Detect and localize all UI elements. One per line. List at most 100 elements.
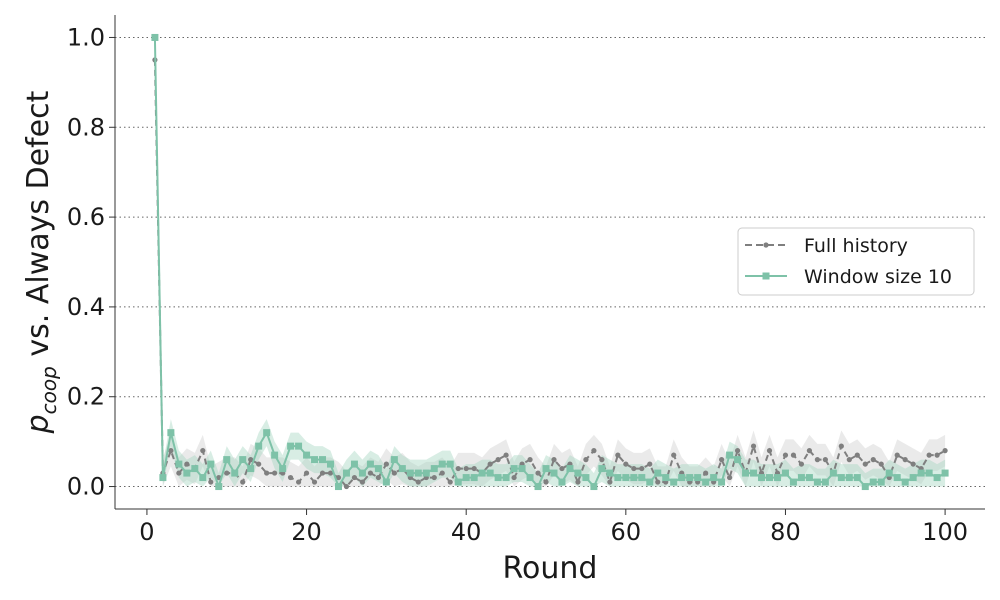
- data-point-1-49: [542, 465, 550, 473]
- data-point-0-28: [375, 474, 381, 481]
- data-point-1-13: [255, 442, 263, 450]
- y-axis-title-var: p: [21, 414, 56, 434]
- data-point-0-54: [583, 457, 589, 463]
- y-tick-label-2: 0.4: [67, 293, 105, 321]
- data-point-1-23: [334, 483, 342, 491]
- data-point-1-6: [199, 474, 207, 482]
- data-point-1-42: [486, 469, 494, 477]
- data-point-0-79: [782, 452, 789, 458]
- data-point-1-59: [622, 474, 630, 482]
- data-point-1-29: [382, 478, 390, 486]
- data-point-0-94: [902, 457, 908, 463]
- data-point-1-39: [462, 474, 470, 482]
- x-tick-label-0: 0: [139, 518, 154, 546]
- data-point-1-91: [877, 478, 885, 486]
- data-point-1-41: [478, 469, 486, 477]
- legend-label-full-history: Full history: [804, 235, 908, 257]
- data-point-0-17: [287, 474, 294, 481]
- data-point-1-64: [662, 474, 670, 482]
- data-point-0-97: [926, 452, 932, 458]
- data-point-0-15: [272, 470, 278, 476]
- data-point-1-44: [502, 474, 510, 482]
- data-point-1-15: [271, 451, 279, 459]
- data-point-1-27: [366, 460, 374, 468]
- series-line-1: [153, 37, 946, 490]
- data-point-0-72: [726, 474, 733, 481]
- data-point-0-21: [319, 470, 326, 476]
- data-point-0-95: [910, 461, 916, 467]
- data-point-0-83: [814, 457, 820, 463]
- data-point-1-18: [295, 442, 303, 450]
- data-point-1-20: [311, 456, 319, 464]
- data-point-1-74: [742, 469, 750, 477]
- data-point-0-30: [391, 470, 397, 476]
- data-point-1-11: [239, 456, 247, 464]
- data-point-0-44: [503, 452, 509, 458]
- data-point-0-60: [631, 465, 637, 472]
- data-point-0-47: [527, 457, 533, 463]
- data-point-1-47: [526, 474, 534, 482]
- x-tick-label-1: 20: [291, 518, 322, 546]
- data-point-0-11: [240, 479, 246, 485]
- data-point-1-26: [358, 469, 366, 477]
- x-axis-title: Round: [503, 551, 598, 586]
- data-point-1-50: [550, 469, 558, 477]
- data-point-1-66: [678, 474, 686, 482]
- data-point-0-87: [846, 457, 852, 463]
- data-point-0-57: [607, 479, 613, 485]
- data-point-1-94: [901, 478, 909, 486]
- data-point-1-14: [263, 429, 271, 437]
- data-point-0-90: [870, 457, 876, 463]
- data-point-0-75: [750, 443, 757, 449]
- data-point-0-86: [838, 443, 844, 449]
- data-point-0-51: [559, 465, 565, 472]
- x-tick-label-3: 60: [611, 518, 642, 546]
- data-point-1-69: [702, 478, 710, 486]
- data-point-0-24: [343, 483, 350, 490]
- data-point-1-76: [758, 474, 766, 482]
- data-point-1-1: [159, 474, 167, 482]
- data-point-1-83: [813, 478, 821, 486]
- data-point-0-2: [168, 448, 174, 454]
- data-point-1-4: [183, 469, 191, 477]
- data-point-1-89: [861, 483, 869, 491]
- data-point-1-82: [805, 474, 813, 482]
- data-point-1-88: [853, 474, 861, 482]
- data-point-1-32: [406, 469, 414, 477]
- data-point-0-84: [822, 457, 828, 463]
- data-point-1-58: [614, 474, 622, 482]
- y-tick-label-5: 1.0: [67, 23, 105, 51]
- data-point-0-33: [415, 479, 421, 485]
- data-point-1-79: [781, 469, 789, 477]
- data-point-0-81: [798, 461, 805, 467]
- data-point-0-6: [200, 448, 206, 454]
- data-point-0-93: [894, 452, 900, 458]
- data-point-1-84: [821, 478, 829, 486]
- data-point-1-99: [941, 469, 949, 477]
- data-point-1-80: [789, 478, 797, 486]
- data-point-0-39: [463, 465, 469, 472]
- data-point-1-86: [837, 474, 845, 482]
- data-point-0-77: [766, 448, 773, 454]
- data-point-1-52: [566, 465, 574, 473]
- data-point-1-73: [734, 456, 742, 464]
- legend-label-window-size: Window size 10: [804, 266, 952, 288]
- data-point-1-87: [845, 474, 853, 482]
- x-tick-label-4: 80: [770, 518, 801, 546]
- data-point-0-49: [543, 479, 549, 485]
- data-point-0-98: [934, 452, 940, 458]
- data-point-1-21: [319, 456, 327, 464]
- data-point-1-31: [398, 465, 406, 473]
- data-point-1-85: [829, 469, 837, 477]
- data-point-0-71: [719, 457, 725, 463]
- data-point-0-65: [671, 452, 677, 458]
- data-point-1-57: [606, 469, 614, 477]
- data-point-0-12: [248, 457, 254, 463]
- data-point-1-10: [231, 469, 239, 477]
- data-point-0-3: [176, 470, 182, 476]
- data-point-0-99: [942, 448, 948, 454]
- data-point-1-53: [574, 469, 582, 477]
- y-tick-label-4: 0.8: [67, 113, 105, 141]
- y-axis-title-rest: vs. Always Defect: [21, 90, 56, 366]
